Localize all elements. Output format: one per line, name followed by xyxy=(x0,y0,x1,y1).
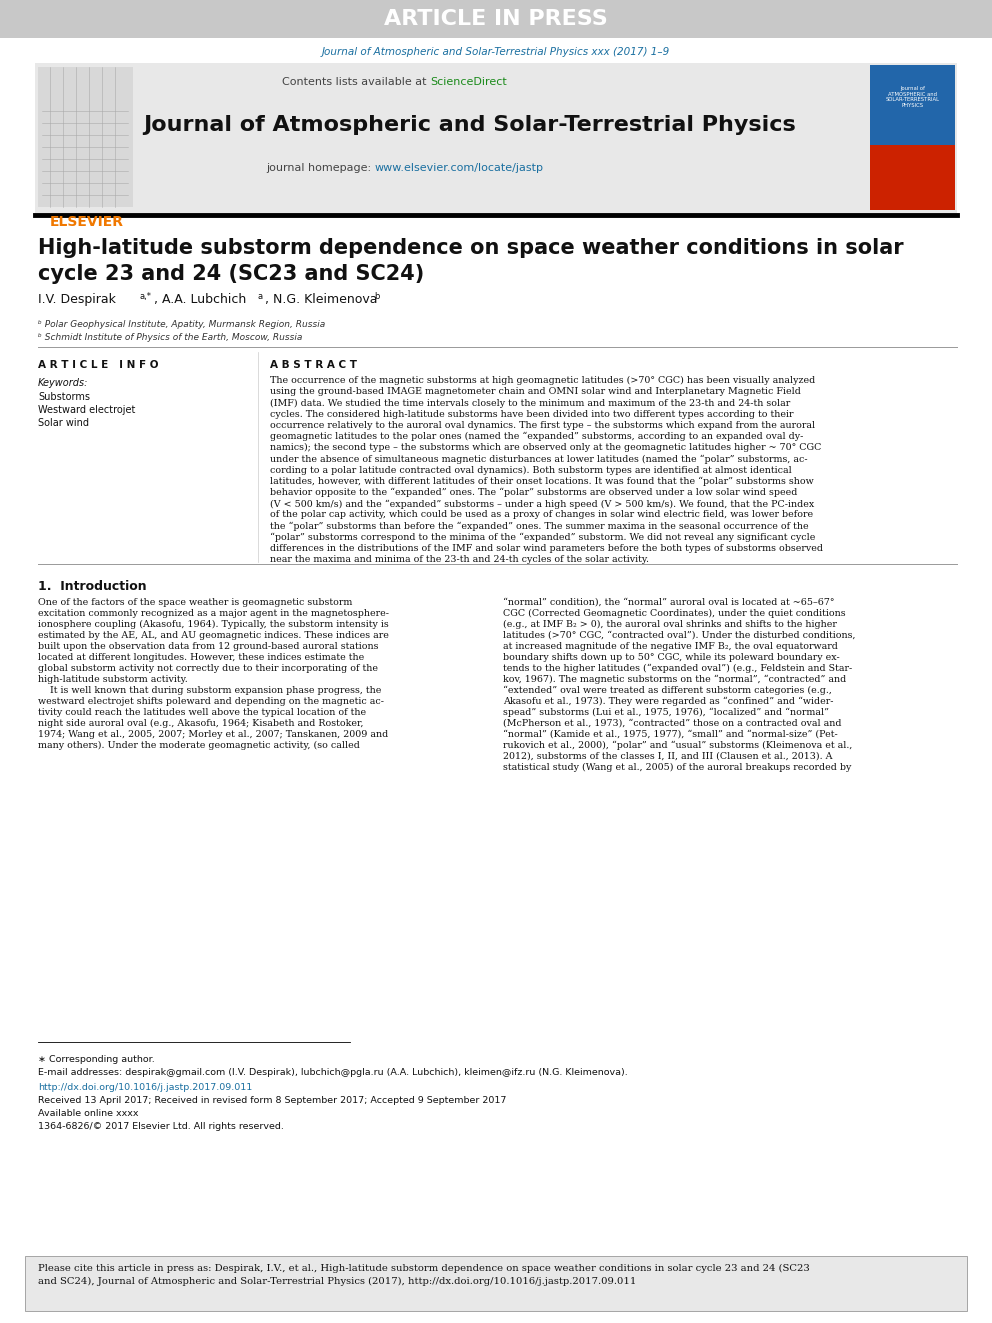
Text: high-latitude substorm activity.: high-latitude substorm activity. xyxy=(38,675,187,684)
Text: behavior opposite to the “expanded” ones. The “polar” substorms are observed und: behavior opposite to the “expanded” ones… xyxy=(270,488,798,497)
Text: 1364-6826/© 2017 Elsevier Ltd. All rights reserved.: 1364-6826/© 2017 Elsevier Ltd. All right… xyxy=(38,1122,284,1131)
Text: (McPherson et al., 1973), “contracted” those on a contracted oval and: (McPherson et al., 1973), “contracted” t… xyxy=(503,718,841,728)
Bar xyxy=(35,64,957,213)
Text: at increased magnitude of the negative IMF B₂, the oval equatorward: at increased magnitude of the negative I… xyxy=(503,642,838,651)
Text: “polar” substorms correspond to the minima of the “expanded” substorm. We did no: “polar” substorms correspond to the mini… xyxy=(270,533,815,542)
Text: many others). Under the moderate geomagnetic activity, (so called: many others). Under the moderate geomagn… xyxy=(38,741,360,750)
Text: Available online xxxx: Available online xxxx xyxy=(38,1109,139,1118)
Text: E-mail addresses: despirak@gmail.com (I.V. Despirak), lubchich@pgla.ru (A.A. Lub: E-mail addresses: despirak@gmail.com (I.… xyxy=(38,1068,628,1077)
Text: boundary shifts down up to 50° CGC, while its poleward boundary ex-: boundary shifts down up to 50° CGC, whil… xyxy=(503,654,840,662)
Text: Contents lists available at: Contents lists available at xyxy=(282,77,430,87)
Text: 2012), substorms of the classes I, II, and III (Clausen et al., 2013). A: 2012), substorms of the classes I, II, a… xyxy=(503,751,832,761)
Text: Journal of
ATMOSPHERIC and
SOLAR-TERRESTRIAL
PHYSICS: Journal of ATMOSPHERIC and SOLAR-TERREST… xyxy=(886,86,939,108)
Text: ᵇ Schmidt Institute of Physics of the Earth, Moscow, Russia: ᵇ Schmidt Institute of Physics of the Ea… xyxy=(38,333,303,343)
Text: ∗ Corresponding author.: ∗ Corresponding author. xyxy=(38,1054,155,1064)
Text: ScienceDirect: ScienceDirect xyxy=(430,77,507,87)
Text: ᵇ Polar Geophysical Institute, Apatity, Murmansk Region, Russia: ᵇ Polar Geophysical Institute, Apatity, … xyxy=(38,320,325,329)
Text: , N.G. Kleimenova: , N.G. Kleimenova xyxy=(265,292,378,306)
Text: One of the factors of the space weather is geomagnetic substorm: One of the factors of the space weather … xyxy=(38,598,352,607)
Text: global substorm activity not correctly due to their incorporating of the: global substorm activity not correctly d… xyxy=(38,664,378,673)
Text: “normal” condition), the “normal” auroral oval is located at ~65–67°: “normal” condition), the “normal” aurora… xyxy=(503,598,834,607)
Text: Journal of Atmospheric and Solar-Terrestrial Physics: Journal of Atmospheric and Solar-Terrest… xyxy=(144,115,797,135)
Text: High-latitude substorm dependence on space weather conditions in solar
cycle 23 : High-latitude substorm dependence on spa… xyxy=(38,238,904,284)
Text: latitudes (>70° CGC, “contracted oval”). Under the disturbed conditions,: latitudes (>70° CGC, “contracted oval”).… xyxy=(503,631,855,640)
Bar xyxy=(0,0,992,38)
Text: 1974; Wang et al., 2005, 2007; Morley et al., 2007; Tanskanen, 2009 and: 1974; Wang et al., 2005, 2007; Morley et… xyxy=(38,730,388,740)
Bar xyxy=(870,144,955,210)
Text: “normal” (Kamide et al., 1975, 1977), “small” and “normal-size” (Pet-: “normal” (Kamide et al., 1975, 1977), “s… xyxy=(503,730,838,740)
Text: namics); the second type – the substorms which are observed only at the geomagne: namics); the second type – the substorms… xyxy=(270,443,821,452)
Text: It is well known that during substorm expansion phase progress, the: It is well known that during substorm ex… xyxy=(38,687,381,695)
Text: cording to a polar latitude contracted oval dynamics). Both substorm types are i: cording to a polar latitude contracted o… xyxy=(270,466,792,475)
Text: tends to the higher latitudes (“expanded oval”) (e.g., Feldstein and Star-: tends to the higher latitudes (“expanded… xyxy=(503,664,852,673)
Text: (IMF) data. We studied the time intervals closely to the minimum and maximum of : (IMF) data. We studied the time interval… xyxy=(270,398,791,407)
Text: (V < 500 km/s) and the “expanded” substorms – under a high speed (V > 500 km/s).: (V < 500 km/s) and the “expanded” substo… xyxy=(270,499,814,508)
Text: ARTICLE IN PRESS: ARTICLE IN PRESS xyxy=(384,9,608,29)
Text: ionosphere coupling (Akasofu, 1964). Typically, the substorm intensity is: ionosphere coupling (Akasofu, 1964). Typ… xyxy=(38,620,389,630)
Text: westward electrojet shifts poleward and depending on the magnetic ac-: westward electrojet shifts poleward and … xyxy=(38,697,384,706)
Bar xyxy=(870,65,955,144)
Text: www.elsevier.com/locate/jastp: www.elsevier.com/locate/jastp xyxy=(375,163,544,173)
Text: Journal of Atmospheric and Solar-Terrestrial Physics xxx (2017) 1–9: Journal of Atmospheric and Solar-Terrest… xyxy=(321,48,671,57)
Text: Solar wind: Solar wind xyxy=(38,418,89,429)
Text: journal homepage:: journal homepage: xyxy=(267,163,375,173)
Text: occurrence relatively to the auroral oval dynamics. The first type – the substor: occurrence relatively to the auroral ova… xyxy=(270,421,815,430)
Text: Westward electrojet: Westward electrojet xyxy=(38,405,135,415)
Text: rukovich et al., 2000), “polar” and “usual” substorms (Kleimenova et al.,: rukovich et al., 2000), “polar” and “usu… xyxy=(503,741,852,750)
Text: under the absence of simultaneous magnetic disturbances at lower latitudes (name: under the absence of simultaneous magnet… xyxy=(270,454,807,464)
Text: statistical study (Wang et al., 2005) of the auroral breakups recorded by: statistical study (Wang et al., 2005) of… xyxy=(503,763,851,773)
Text: I.V. Despirak: I.V. Despirak xyxy=(38,292,116,306)
Text: 1.  Introduction: 1. Introduction xyxy=(38,579,147,593)
Text: a,*: a,* xyxy=(140,292,152,302)
Text: Keywords:: Keywords: xyxy=(38,378,88,388)
Text: Received 13 April 2017; Received in revised form 8 September 2017; Accepted 9 Se: Received 13 April 2017; Received in revi… xyxy=(38,1095,506,1105)
Text: The occurrence of the magnetic substorms at high geomagnetic latitudes (>70° CGC: The occurrence of the magnetic substorms… xyxy=(270,376,815,385)
Text: (e.g., at IMF B₂ > 0), the auroral oval shrinks and shifts to the higher: (e.g., at IMF B₂ > 0), the auroral oval … xyxy=(503,620,837,630)
Text: Substorms: Substorms xyxy=(38,392,90,402)
Text: geomagnetic latitudes to the polar ones (named the “expanded” substorms, accordi: geomagnetic latitudes to the polar ones … xyxy=(270,433,804,442)
Text: located at different longitudes. However, these indices estimate the: located at different longitudes. However… xyxy=(38,654,364,662)
Text: night side auroral oval (e.g., Akasofu, 1964; Kisabeth and Rostoker,: night side auroral oval (e.g., Akasofu, … xyxy=(38,718,363,728)
Bar xyxy=(25,1256,967,1311)
Text: of the polar cap activity, which could be used as a proxy of changes in solar wi: of the polar cap activity, which could b… xyxy=(270,511,813,520)
Text: A B S T R A C T: A B S T R A C T xyxy=(270,360,357,370)
Text: Please cite this article in press as: Despirak, I.V., et al., High-latitude subs: Please cite this article in press as: De… xyxy=(38,1263,809,1286)
Text: using the ground-based IMAGE magnetometer chain and OMNI solar wind and Interpla: using the ground-based IMAGE magnetomete… xyxy=(270,388,801,396)
Text: cycles. The considered high-latitude substorms have been divided into two differ: cycles. The considered high-latitude sub… xyxy=(270,410,794,418)
Text: differences in the distributions of the IMF and solar wind parameters before the: differences in the distributions of the … xyxy=(270,544,823,553)
Text: a: a xyxy=(258,292,263,302)
Text: http://dx.doi.org/10.1016/j.jastp.2017.09.011: http://dx.doi.org/10.1016/j.jastp.2017.0… xyxy=(38,1084,252,1091)
Text: , A.A. Lubchich: , A.A. Lubchich xyxy=(154,292,246,306)
Text: built upon the observation data from 12 ground-based auroral stations: built upon the observation data from 12 … xyxy=(38,642,379,651)
Text: “extended” oval were treated as different substorm categories (e.g.,: “extended” oval were treated as differen… xyxy=(503,687,832,696)
Text: kov, 1967). The magnetic substorms on the “normal”, “contracted” and: kov, 1967). The magnetic substorms on th… xyxy=(503,675,846,684)
Text: latitudes, however, with different latitudes of their onset locations. It was fo: latitudes, however, with different latit… xyxy=(270,476,813,486)
Text: near the maxima and minima of the 23-th and 24-th cycles of the solar activity.: near the maxima and minima of the 23-th … xyxy=(270,556,649,564)
Text: A R T I C L E   I N F O: A R T I C L E I N F O xyxy=(38,360,159,370)
Text: CGC (Corrected Geomagnetic Coordinates), under the quiet conditions: CGC (Corrected Geomagnetic Coordinates),… xyxy=(503,609,845,618)
Text: b: b xyxy=(374,292,379,302)
Text: tivity could reach the latitudes well above the typical location of the: tivity could reach the latitudes well ab… xyxy=(38,708,366,717)
Text: ELSEVIER: ELSEVIER xyxy=(50,216,124,229)
Text: the “polar” substorms than before the “expanded” ones. The summer maxima in the : the “polar” substorms than before the “e… xyxy=(270,521,808,531)
Text: excitation commonly recognized as a major agent in the magnetosphere-: excitation commonly recognized as a majo… xyxy=(38,609,389,618)
Text: spead” substorms (Lui et al., 1975, 1976), “localized” and “normal”: spead” substorms (Lui et al., 1975, 1976… xyxy=(503,708,829,717)
Text: Akasofu et al., 1973). They were regarded as “confined” and “wider-: Akasofu et al., 1973). They were regarde… xyxy=(503,697,833,706)
Bar xyxy=(38,67,133,206)
Text: estimated by the AE, AL, and AU geomagnetic indices. These indices are: estimated by the AE, AL, and AU geomagne… xyxy=(38,631,389,640)
